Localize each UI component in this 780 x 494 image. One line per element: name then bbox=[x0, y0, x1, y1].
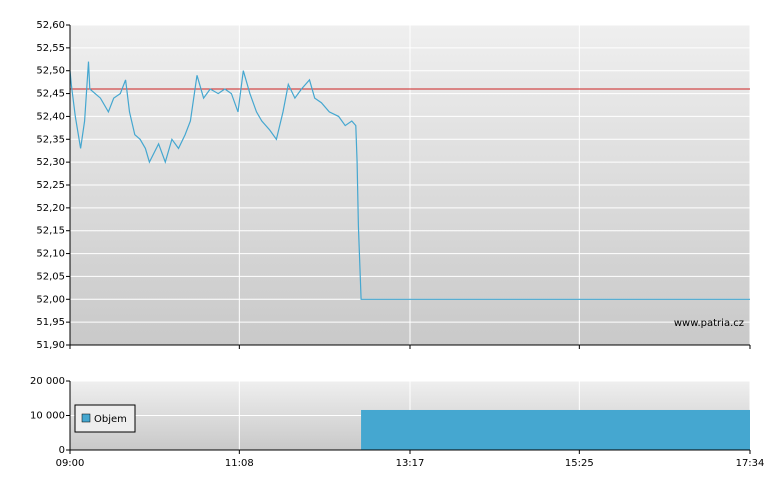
y-tick-label: 52,60 bbox=[36, 20, 65, 31]
y-tick-label: 52,35 bbox=[36, 134, 65, 145]
y-tick-label: 52,55 bbox=[36, 43, 65, 54]
y-tick-label: 52,05 bbox=[36, 271, 65, 282]
y-tick-label: 20 000 bbox=[30, 376, 65, 387]
price-line bbox=[69, 61, 750, 300]
x-tick-label: 15:25 bbox=[565, 458, 594, 469]
legend-label: Objem bbox=[94, 414, 127, 425]
y-tick-label: 52,00 bbox=[36, 294, 65, 305]
watermark: www.patria.cz bbox=[674, 318, 744, 329]
volume-bar bbox=[361, 409, 750, 450]
y-tick-label: 52,30 bbox=[36, 157, 65, 168]
x-tick-label: 11:08 bbox=[225, 458, 254, 469]
legend-swatch bbox=[81, 413, 91, 423]
y-tick-label: 52,10 bbox=[36, 249, 65, 260]
y-tick-label: 52,25 bbox=[36, 180, 65, 191]
y-tick-label: 51,90 bbox=[36, 340, 65, 351]
y-tick-label: 51,95 bbox=[36, 317, 65, 328]
y-tick-label: 0 bbox=[59, 445, 65, 456]
y-tick-label: 52,50 bbox=[36, 66, 65, 77]
x-tick-label: 09:00 bbox=[56, 458, 85, 469]
x-tick-label: 13:17 bbox=[396, 458, 425, 469]
x-tick-label: 17:34 bbox=[736, 458, 765, 469]
y-tick-label: 52,45 bbox=[36, 89, 65, 100]
y-tick-label: 10 000 bbox=[30, 411, 65, 422]
y-tick-label: 52,20 bbox=[36, 203, 65, 214]
y-tick-label: 52,40 bbox=[36, 111, 65, 122]
y-tick-label: 52,15 bbox=[36, 226, 65, 237]
